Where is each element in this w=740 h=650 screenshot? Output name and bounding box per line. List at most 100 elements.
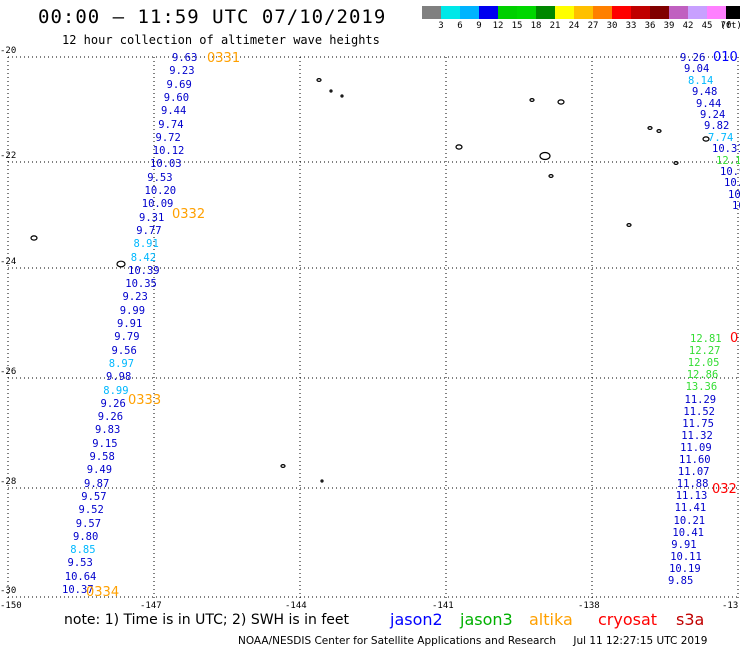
wave-point: 10.9: [720, 166, 740, 178]
satellite-cryosat: cryosat: [598, 610, 658, 629]
wave-point: 10: [728, 188, 740, 201]
island-outline: [340, 94, 344, 98]
wave-point: 8.91: [133, 238, 159, 251]
wave-point: 9.87: [84, 477, 110, 490]
island-outline: [455, 144, 463, 150]
legend-label: (ft): [720, 21, 740, 31]
legend-label: 42: [682, 21, 694, 31]
wave-point: 8.42: [130, 251, 157, 264]
credit-text: NOAA/NESDIS Center for Satellite Applica…: [238, 635, 556, 647]
island-outline: [673, 161, 679, 166]
wave-point: 10.12: [152, 145, 185, 158]
wave-point: 7.74: [708, 131, 734, 144]
lon-label: -138: [578, 601, 600, 611]
island-outline: [702, 136, 710, 142]
lat-label: -30: [0, 586, 17, 596]
wave-point: 10.11: [670, 550, 702, 563]
legend-swatch: [498, 6, 517, 19]
color-legend-bar: [422, 6, 740, 19]
legend-swatch: [593, 6, 612, 19]
legend-label: 39: [663, 21, 675, 31]
wave-point: 9.60: [163, 91, 190, 104]
island-outline: [557, 99, 565, 105]
wave-point: 9.53: [147, 171, 173, 184]
wave-point: 9.82: [704, 120, 730, 133]
wave-point: 9.99: [119, 304, 146, 317]
lon-label: -147: [140, 601, 162, 611]
wave-point: 9.56: [111, 344, 137, 357]
legend-label: 3: [438, 21, 444, 31]
wave-point: 10.41: [672, 526, 704, 539]
lat-label: -24: [0, 257, 17, 267]
lon-label: -13: [722, 601, 739, 611]
wave-point: 11.60: [679, 454, 711, 466]
wave-point: 9.44: [696, 97, 722, 110]
wave-point: 9.52: [78, 504, 104, 517]
pass-label: 0333: [128, 393, 162, 408]
wave-point: 12.27: [688, 345, 721, 358]
legend-label: 70: [720, 21, 732, 31]
legend-swatch: [612, 6, 631, 19]
island-outline: [320, 479, 324, 483]
pass-label: 010: [713, 50, 738, 65]
legend-label: 9: [476, 21, 482, 31]
island-outline: [30, 235, 38, 241]
legend-swatch: [422, 6, 441, 19]
legend-label: 33: [625, 21, 637, 31]
wave-point: 10.37: [62, 584, 94, 596]
wave-point: 9.49: [86, 464, 113, 477]
wave-point: 9.23: [122, 291, 148, 304]
pass-label: 0: [730, 331, 739, 346]
wave-point: 10.19: [669, 562, 701, 575]
lat-label: -20: [0, 46, 17, 56]
wave-point: 9.57: [75, 517, 102, 530]
wave-point: 11.88: [676, 478, 709, 491]
legend-label: 36: [644, 21, 656, 31]
legend-label: 12: [492, 21, 504, 31]
island-outline: [116, 260, 126, 268]
wave-point: 10: [732, 200, 740, 213]
satellite-s3a: s3a: [676, 610, 705, 629]
wave-point: 11.13: [675, 490, 708, 503]
footer-credit: NOAA/NESDIS Center for Satellite Applica…: [238, 635, 707, 647]
wave-point: 10.39: [128, 264, 160, 277]
wave-point: 10.21: [673, 514, 706, 527]
legend-swatch: [555, 6, 574, 19]
wave-point: 9.72: [155, 131, 181, 144]
wave-point: 10.: [724, 177, 740, 190]
legend-swatch: [479, 6, 498, 19]
island-outline: [626, 223, 632, 228]
wave-point: 9.69: [166, 78, 192, 91]
island-outline: [529, 97, 535, 102]
wave-point: 11.32: [681, 429, 713, 442]
island-outline: [280, 464, 286, 469]
wave-point: 10.31: [712, 143, 740, 156]
legend-swatch: [707, 6, 726, 19]
wave-point: 9.77: [136, 224, 162, 237]
wave-point: 10.35: [125, 278, 157, 291]
wave-point: 12.81: [690, 333, 722, 345]
wave-point: 11.07: [677, 466, 710, 479]
island-outline: [329, 89, 333, 93]
pass-label: 0334: [86, 585, 120, 600]
wave-point: 8.97: [108, 357, 135, 370]
wave-point: 13.36: [685, 381, 718, 394]
legend-label: 45: [701, 21, 713, 31]
wave-point: 12.86: [686, 369, 719, 382]
wave-point: 9.91: [117, 318, 143, 330]
page-subtitle: 12 hour collection of altimeter wave hei…: [62, 33, 380, 47]
lat-label: -22: [0, 151, 17, 161]
island-outline: [316, 77, 322, 82]
wave-point: 9.85: [668, 575, 694, 587]
wave-point: 11.75: [682, 417, 714, 430]
wave-point: 11.41: [674, 502, 707, 515]
legend-label: 15: [511, 21, 523, 31]
footer-note: note: 1) Time is in UTC; 2) SWH is in fe…: [64, 612, 350, 628]
wave-point: 9.15: [92, 437, 118, 450]
wave-point: 12.05: [687, 357, 720, 370]
lon-label: -144: [285, 601, 307, 611]
legend-swatch: [726, 6, 740, 19]
wave-point: 12.1: [716, 154, 740, 167]
wave-point: 11.52: [683, 405, 715, 418]
